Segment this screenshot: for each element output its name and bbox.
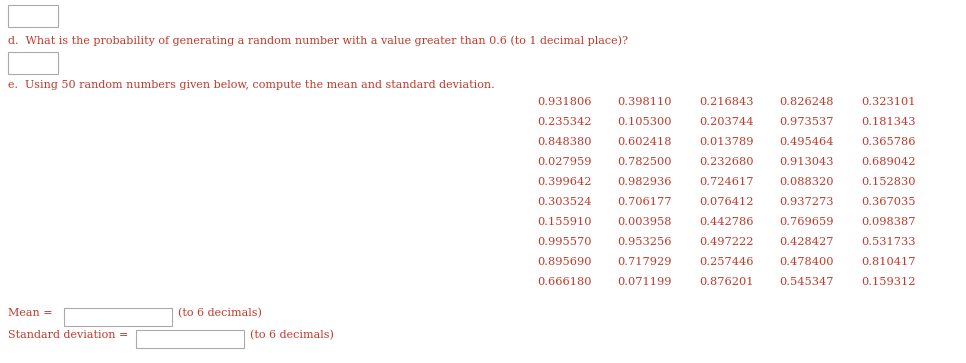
Text: 0.003958: 0.003958 [617,217,672,227]
Text: 0.497222: 0.497222 [698,237,753,247]
Text: 0.323101: 0.323101 [861,97,915,107]
Text: 0.995570: 0.995570 [538,237,592,247]
Text: 0.216843: 0.216843 [698,97,753,107]
Text: 0.013789: 0.013789 [698,137,753,147]
Text: 0.706177: 0.706177 [617,197,672,207]
Text: 0.152830: 0.152830 [861,177,915,187]
Text: 0.973537: 0.973537 [780,117,835,127]
Text: 0.810417: 0.810417 [861,257,915,267]
Text: 0.602418: 0.602418 [617,137,672,147]
Text: 0.826248: 0.826248 [780,97,835,107]
Text: 0.442786: 0.442786 [698,217,753,227]
Text: 0.478400: 0.478400 [780,257,835,267]
Text: 0.027959: 0.027959 [538,157,592,167]
Text: 0.155910: 0.155910 [538,217,592,227]
Text: 0.235342: 0.235342 [538,117,592,127]
Text: 0.876201: 0.876201 [698,277,753,287]
Text: Mean =: Mean = [8,308,56,318]
Text: 0.257446: 0.257446 [698,257,753,267]
FancyBboxPatch shape [8,5,58,27]
Text: 0.105300: 0.105300 [617,117,672,127]
FancyBboxPatch shape [64,308,172,326]
Text: Standard deviation =: Standard deviation = [8,330,132,340]
Text: 0.953256: 0.953256 [617,237,672,247]
Text: 0.495464: 0.495464 [780,137,835,147]
Text: 0.098387: 0.098387 [861,217,915,227]
Text: 0.399642: 0.399642 [538,177,592,187]
FancyBboxPatch shape [136,330,244,348]
Text: 0.724617: 0.724617 [698,177,753,187]
Text: 0.365786: 0.365786 [861,137,915,147]
Text: 0.782500: 0.782500 [617,157,672,167]
Text: 0.181343: 0.181343 [861,117,915,127]
Text: 0.076412: 0.076412 [698,197,753,207]
Text: 0.689042: 0.689042 [861,157,915,167]
Text: 0.088320: 0.088320 [780,177,835,187]
Text: 0.848380: 0.848380 [538,137,592,147]
Text: 0.982936: 0.982936 [617,177,672,187]
Text: (to 6 decimals): (to 6 decimals) [178,308,262,318]
Text: 0.159312: 0.159312 [861,277,915,287]
Text: 0.931806: 0.931806 [538,97,592,107]
Text: 0.937273: 0.937273 [780,197,835,207]
Text: 0.895690: 0.895690 [538,257,592,267]
Text: (to 6 decimals): (to 6 decimals) [250,330,334,340]
Text: 0.398110: 0.398110 [617,97,672,107]
Text: d.  What is the probability of generating a random number with a value greater t: d. What is the probability of generating… [8,35,628,46]
Text: 0.769659: 0.769659 [780,217,835,227]
Text: 0.913043: 0.913043 [780,157,835,167]
Text: 0.531733: 0.531733 [861,237,915,247]
Text: 0.232680: 0.232680 [698,157,753,167]
Text: 0.717929: 0.717929 [617,257,672,267]
Text: 0.203744: 0.203744 [698,117,753,127]
Text: 0.428427: 0.428427 [780,237,835,247]
Text: 0.545347: 0.545347 [780,277,835,287]
FancyBboxPatch shape [8,52,58,74]
Text: 0.367035: 0.367035 [861,197,915,207]
Text: 0.666180: 0.666180 [538,277,592,287]
Text: e.  Using 50 random numbers given below, compute the mean and standard deviation: e. Using 50 random numbers given below, … [8,80,495,90]
Text: 0.071199: 0.071199 [617,277,672,287]
Text: 0.303524: 0.303524 [538,197,592,207]
